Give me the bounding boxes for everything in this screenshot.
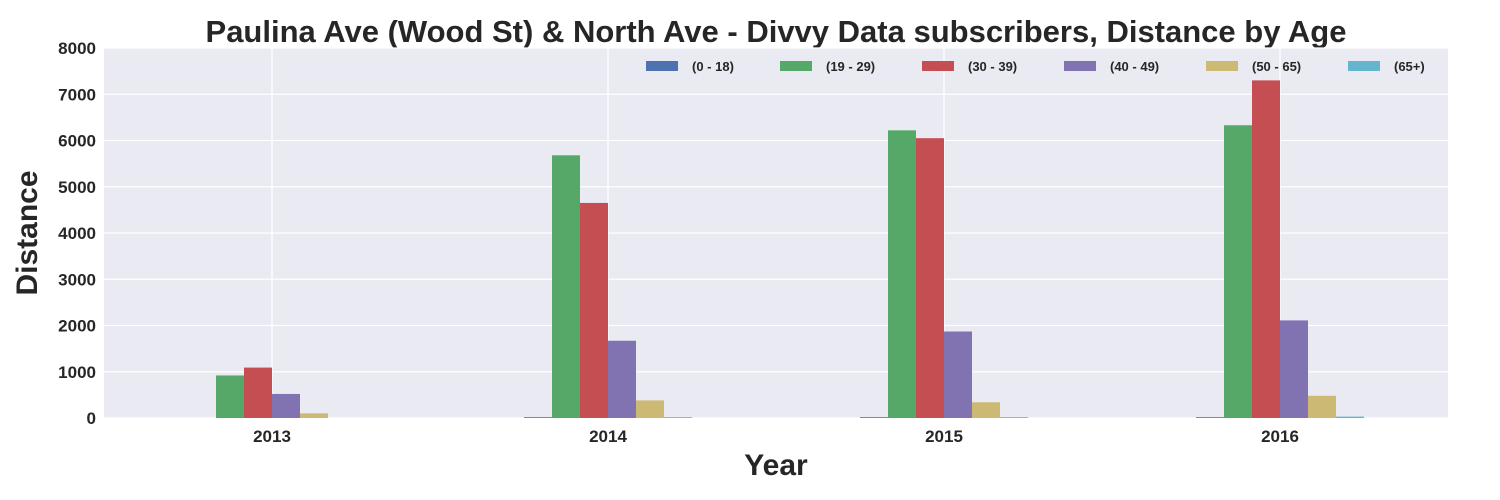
legend-swatch bbox=[922, 61, 954, 71]
legend-swatch bbox=[1348, 61, 1380, 71]
y-tick-label: 8000 bbox=[58, 39, 96, 58]
legend-label: (40 - 49) bbox=[1110, 59, 1159, 74]
y-axis-label: Distance bbox=[11, 170, 44, 295]
bar bbox=[664, 417, 692, 418]
bar bbox=[1252, 80, 1280, 418]
x-tick-label: 2014 bbox=[589, 427, 627, 446]
x-axis-ticks: 2013 2014 2015 2016 bbox=[253, 427, 1299, 446]
bar bbox=[608, 340, 636, 418]
chart-title: Paulina Ave (Wood St) & North Ave - Divv… bbox=[206, 14, 1347, 49]
legend-item: (65+) bbox=[1348, 59, 1425, 74]
bar bbox=[580, 202, 608, 418]
bar bbox=[1196, 417, 1224, 418]
legend-item: (0 - 18) bbox=[646, 59, 734, 74]
legend: (0 - 18) (19 - 29) (30 - 39) (40 - 49) (50 -… bbox=[646, 59, 1425, 74]
bar bbox=[1280, 320, 1308, 418]
bar bbox=[888, 130, 916, 418]
legend-swatch bbox=[646, 61, 678, 71]
legend-item: (19 - 29) bbox=[780, 59, 875, 74]
bar bbox=[524, 417, 552, 418]
legend-item: (30 - 39) bbox=[922, 59, 1017, 74]
x-tick-label: 2016 bbox=[1261, 427, 1299, 446]
legend-label: (65+) bbox=[1394, 59, 1425, 74]
bars bbox=[216, 80, 1364, 419]
y-tick-label: 4000 bbox=[58, 224, 96, 243]
bar bbox=[244, 367, 272, 418]
x-tick-label: 2013 bbox=[253, 427, 291, 446]
x-axis-label: Year bbox=[744, 449, 808, 482]
legend-label: (0 - 18) bbox=[692, 59, 734, 74]
y-tick-label: 6000 bbox=[58, 132, 96, 151]
bar bbox=[1308, 395, 1336, 418]
y-tick-label: 1000 bbox=[58, 363, 96, 382]
y-tick-label: 5000 bbox=[58, 178, 96, 197]
legend-swatch bbox=[1206, 61, 1238, 71]
bar bbox=[636, 400, 664, 418]
bar bbox=[552, 155, 580, 419]
y-axis-ticks: 0 1000 2000 3000 4000 5000 6000 7000 8000 bbox=[58, 39, 96, 428]
legend-item: (50 - 65) bbox=[1206, 59, 1301, 74]
bar bbox=[272, 393, 300, 418]
bar bbox=[1224, 125, 1252, 419]
bar bbox=[944, 331, 972, 418]
y-tick-label: 0 bbox=[87, 409, 96, 428]
x-tick-label: 2015 bbox=[925, 427, 963, 446]
bar bbox=[1336, 416, 1364, 418]
legend-label: (30 - 39) bbox=[968, 59, 1017, 74]
legend-item: (40 - 49) bbox=[1064, 59, 1159, 74]
y-tick-label: 2000 bbox=[58, 317, 96, 336]
bar bbox=[216, 375, 244, 418]
legend-swatch bbox=[780, 61, 812, 71]
legend-label: (19 - 29) bbox=[826, 59, 875, 74]
y-tick-label: 7000 bbox=[58, 85, 96, 104]
bar bbox=[860, 417, 888, 418]
bar bbox=[300, 413, 328, 418]
legend-label: (50 - 65) bbox=[1252, 59, 1301, 74]
bar bbox=[916, 138, 944, 418]
legend-swatch bbox=[1064, 61, 1096, 71]
bar bbox=[1000, 417, 1028, 418]
y-tick-label: 3000 bbox=[58, 270, 96, 289]
bar bbox=[972, 402, 1000, 418]
